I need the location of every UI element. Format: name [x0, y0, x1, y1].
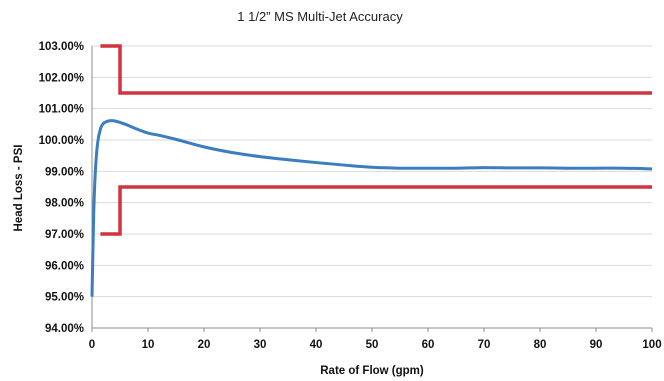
x-tick-labels: 0 10 20 30 40 50 60 70 80 90 100	[89, 339, 662, 351]
y-tick-label: 99.00%	[45, 166, 84, 178]
y-tick-label: 96.00%	[45, 260, 84, 272]
x-tick-label: 80	[534, 339, 547, 351]
axes	[91, 46, 653, 332]
y-tick-label: 97.00%	[45, 229, 84, 241]
y-tick-label: 100.00%	[39, 135, 84, 147]
y-tick-labels: 94.00% 95.00% 96.00% 97.00% 98.00% 99.00% 100.…	[39, 41, 84, 335]
x-tick-label: 90	[590, 339, 603, 351]
x-tick-label: 50	[366, 339, 379, 351]
y-tick-label: 103.00%	[39, 41, 84, 53]
x-tick-label: 10	[142, 339, 155, 351]
x-tick-label: 30	[254, 339, 267, 351]
y-tick-label: 102.00%	[39, 72, 84, 84]
x-tick-label: 20	[198, 339, 211, 351]
x-tick-label: 40	[310, 339, 323, 351]
accuracy-curve	[90, 119, 653, 297]
chart-title: 1 1/2” MS Multi-Jet Accuracy	[237, 9, 403, 24]
series-lines	[90, 44, 653, 297]
x-tick-label: 70	[478, 339, 491, 351]
y-axis-label: Head Loss - PSI	[13, 145, 25, 232]
x-axis-label: Rate of Flow (gpm)	[320, 365, 424, 377]
lower-limit-line	[100, 185, 652, 236]
upper-limit-line	[100, 44, 652, 95]
x-tick-label: 0	[89, 339, 95, 351]
y-tick-label: 94.00%	[45, 323, 84, 335]
x-tick-label: 100	[642, 339, 661, 351]
y-tick-label: 101.00%	[39, 104, 84, 116]
x-tick-label: 60	[422, 339, 435, 351]
gridlines	[92, 45, 652, 298]
y-tick-label: 95.00%	[45, 292, 84, 304]
y-tick-label: 98.00%	[45, 198, 84, 210]
